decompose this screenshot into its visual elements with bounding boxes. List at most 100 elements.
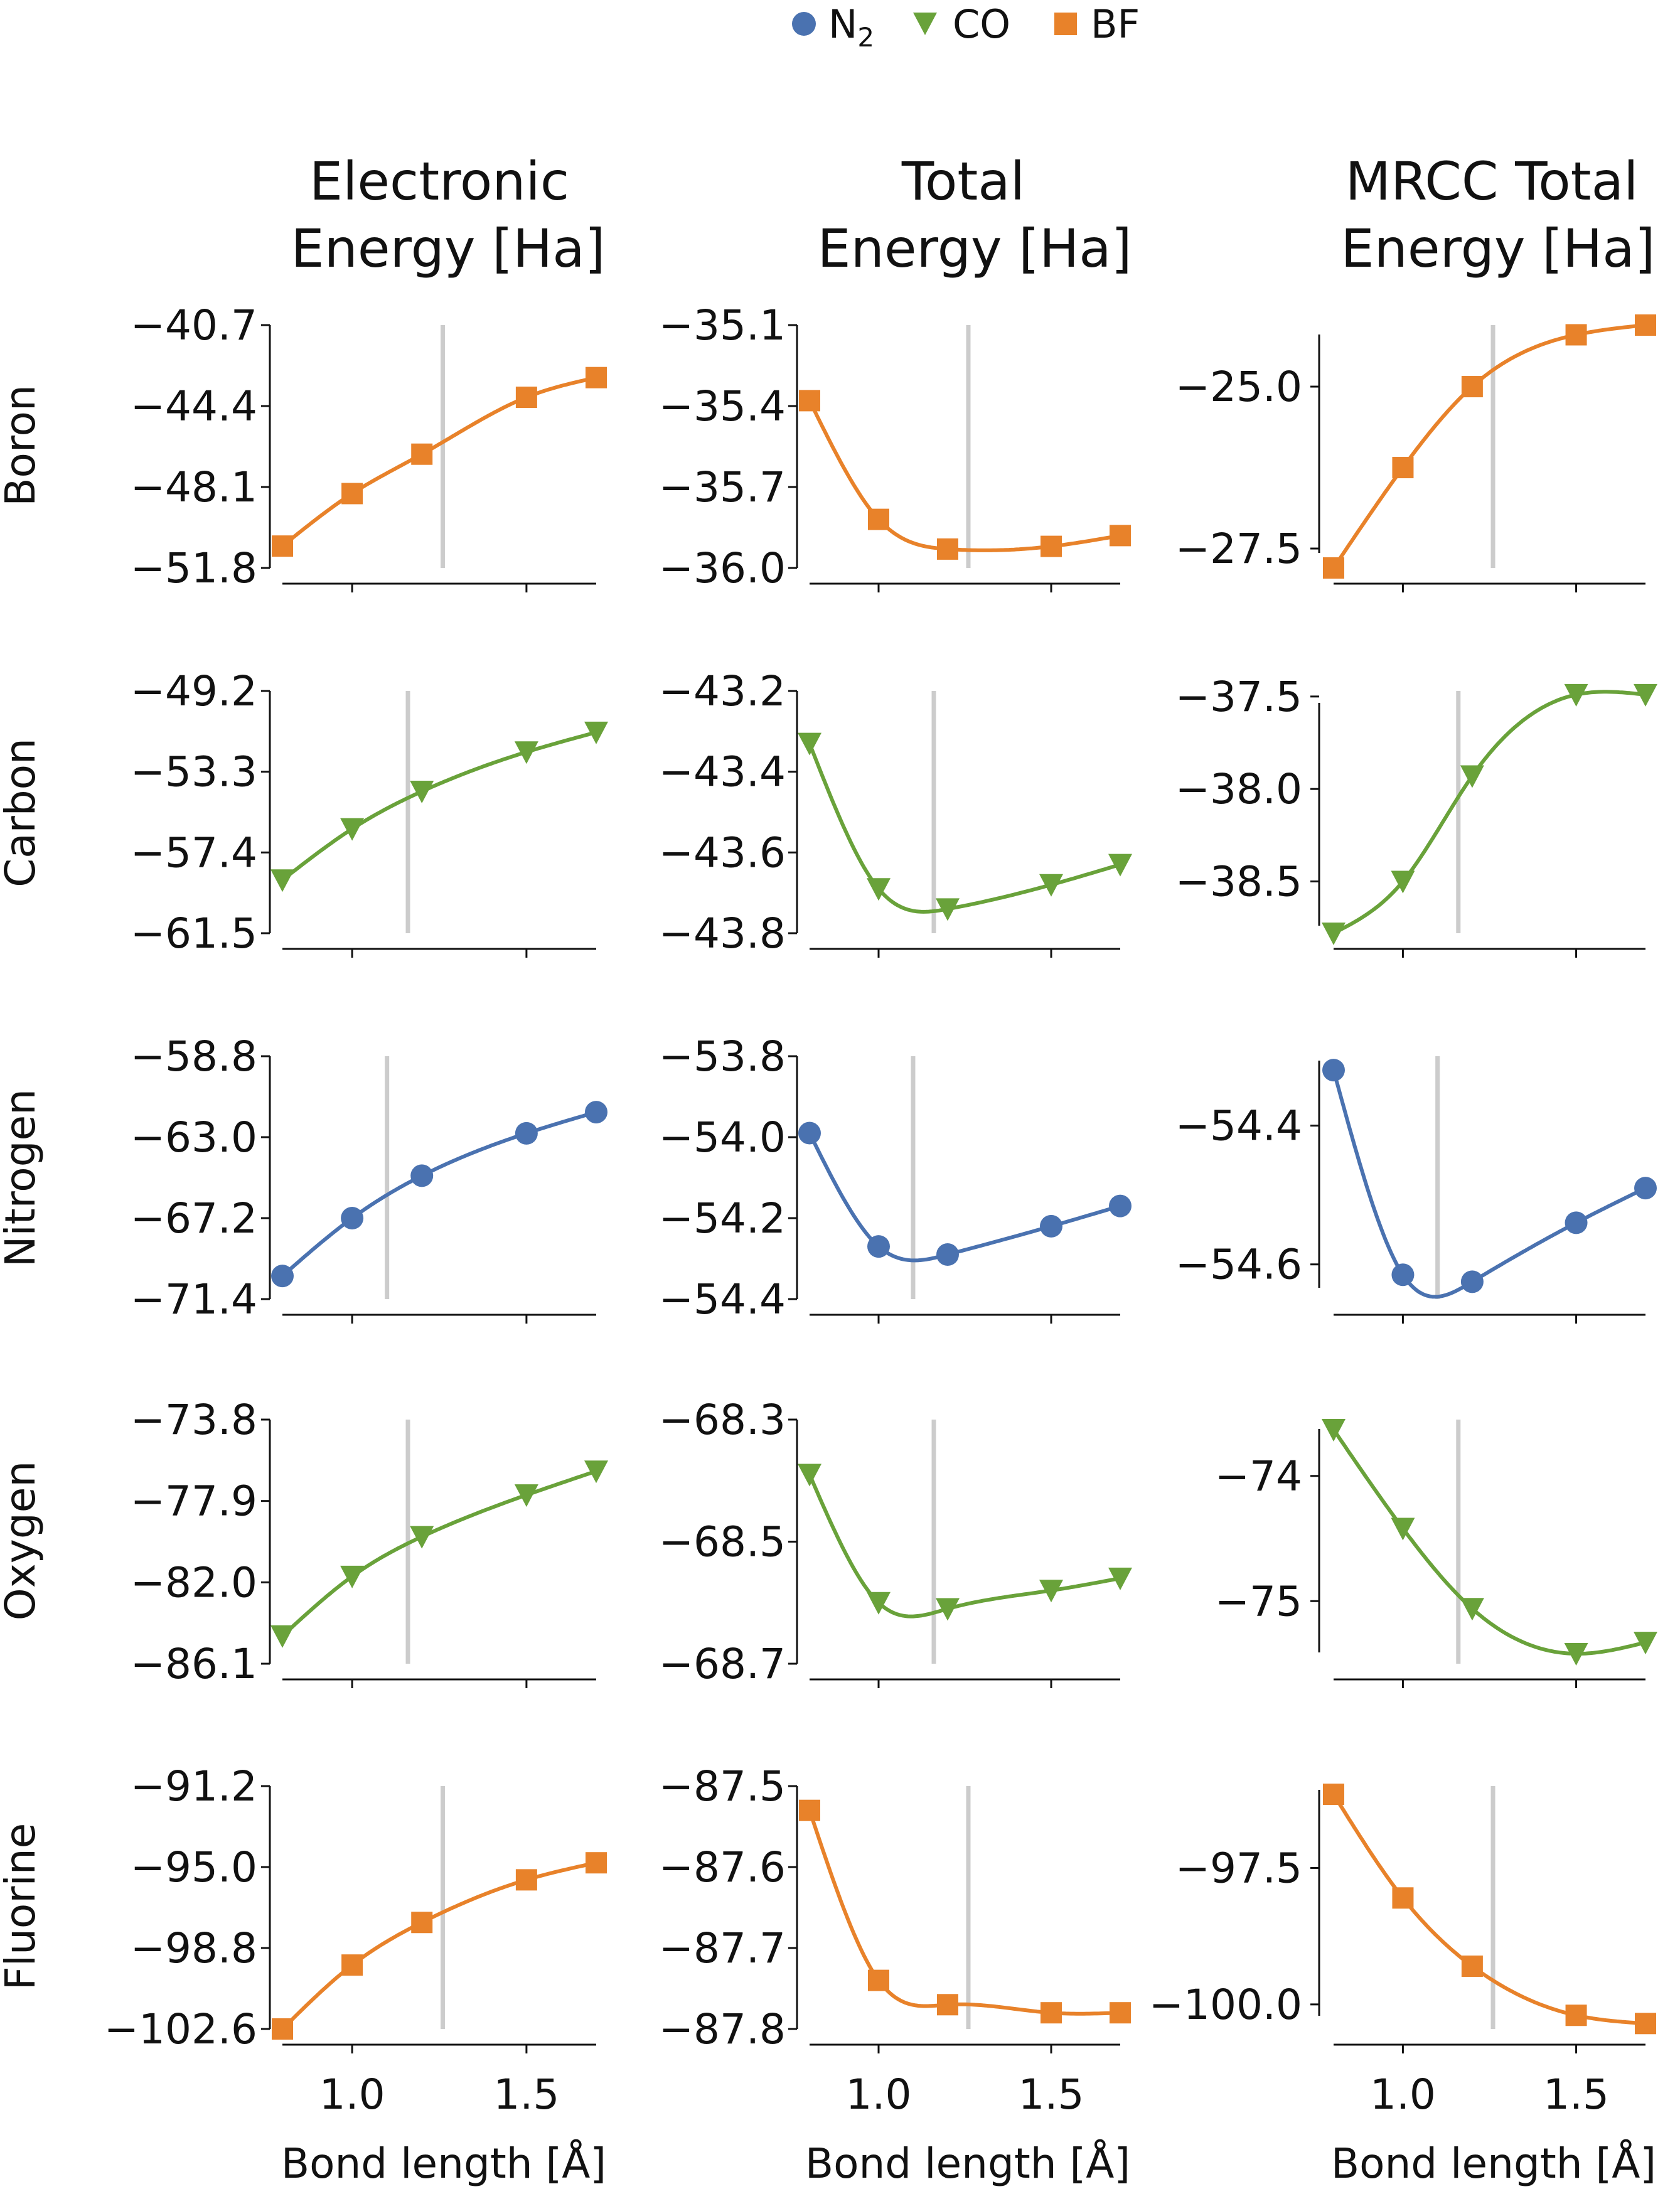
data-point-oxygen-total-1 [867, 1592, 891, 1615]
y-tick-label-carbon-electronic-2: −57.4 [131, 828, 257, 877]
y-tick-label-carbon-electronic-0: −49.2 [131, 667, 257, 715]
panel-fluorine-electronic: 1.0 1.5 −91.2 −95.0 −98.8 −102.6 [104, 1762, 607, 2119]
panel-nitrogen-electronic: −58.8 −63.0 −67.2 −71.4 [131, 1032, 607, 1324]
data-point-boron-total-2 [937, 538, 958, 560]
data-point-fluorine-total-1 [868, 1969, 889, 1991]
data-point-fluorine-electronic-1 [341, 1954, 363, 1976]
legend-marker-co [913, 13, 937, 35]
legend-label-co: CO [953, 1, 1010, 47]
y-tick-label-carbon-mrcc-1: −38.0 [1175, 765, 1302, 813]
data-point-nitrogen-total-2 [936, 1243, 959, 1266]
data-point-oxygen-total-3 [1039, 1580, 1063, 1603]
y-tick-label-oxygen-electronic-3: −86.1 [131, 1640, 257, 1688]
row-label-oxygen: Oxygen [0, 1461, 45, 1620]
y-tick-label-fluorine-electronic-3: −102.6 [104, 2005, 257, 2053]
y-tick-label-nitrogen-total-2: −54.2 [659, 1194, 786, 1243]
data-point-fluorine-electronic-0 [272, 2018, 293, 2040]
data-point-nitrogen-total-1 [867, 1235, 890, 1258]
column-title-electronic-line2: Energy [Ha] [291, 218, 606, 279]
data-point-nitrogen-total-0 [798, 1121, 821, 1145]
data-point-oxygen-electronic-1 [340, 1565, 365, 1588]
legend-entry-co: CO [913, 1, 1010, 47]
panel-boron-total: −35.1 −35.4 −35.7 −36.0 [659, 301, 1131, 592]
data-point-oxygen-mrcc-3 [1564, 1643, 1588, 1666]
y-tick-label-oxygen-mrcc-0: −74 [1215, 1452, 1302, 1501]
column-title-mrcc-line2: Energy [Ha] [1341, 218, 1656, 279]
row-label-nitrogen: Nitrogen [0, 1089, 45, 1267]
data-point-boron-electronic-3 [515, 387, 537, 409]
data-point-carbon-electronic-3 [514, 741, 538, 764]
legend: N2 CO BF [792, 1, 1140, 53]
data-point-nitrogen-electronic-2 [410, 1164, 434, 1187]
data-point-fluorine-total-0 [799, 1799, 820, 1821]
data-point-boron-mrcc-2 [1461, 376, 1483, 398]
y-tick-label-nitrogen-total-1: −54.0 [659, 1113, 786, 1162]
series-curve-fluorine-total [808, 1809, 1121, 2016]
data-point-carbon-electronic-2 [410, 781, 434, 804]
series-curve-carbon-total [808, 742, 1121, 914]
data-point-carbon-total-1 [867, 878, 891, 901]
y-tick-label-nitrogen-total-0: −53.8 [659, 1032, 786, 1081]
data-point-carbon-mrcc-2 [1460, 765, 1484, 788]
data-point-fluorine-electronic-4 [586, 1852, 607, 1874]
data-point-fluorine-mrcc-0 [1323, 1784, 1344, 1806]
column-title-total-line1: Total [901, 151, 1025, 212]
y-tick-label-nitrogen-electronic-2: −67.2 [131, 1194, 257, 1243]
row-label-fluorine: Fluorine [0, 1823, 45, 1990]
data-point-carbon-mrcc-0 [1322, 923, 1346, 945]
data-point-boron-total-4 [1110, 525, 1131, 547]
y-tick-label-carbon-mrcc-0: −37.5 [1175, 673, 1302, 721]
data-point-carbon-electronic-4 [584, 721, 608, 744]
data-point-oxygen-total-4 [1108, 1567, 1132, 1590]
data-point-nitrogen-electronic-0 [271, 1265, 294, 1288]
data-point-oxygen-total-2 [936, 1598, 960, 1621]
data-point-nitrogen-electronic-1 [341, 1207, 364, 1229]
legend-entry-bf: BF [1054, 1, 1140, 47]
data-point-boron-total-0 [799, 390, 820, 412]
data-point-carbon-total-0 [798, 732, 821, 756]
y-tick-label-fluorine-electronic-1: −95.0 [131, 1843, 257, 1892]
panel-nitrogen-mrcc: −54.4 −54.6 [1175, 1056, 1657, 1324]
y-tick-label-carbon-total-0: −43.2 [659, 667, 786, 715]
data-point-nitrogen-total-4 [1109, 1194, 1132, 1218]
y-tick-label-carbon-total-1: −43.4 [659, 748, 786, 796]
data-point-carbon-mrcc-3 [1564, 683, 1588, 707]
data-point-fluorine-mrcc-3 [1565, 2004, 1587, 2026]
y-tick-label-boron-electronic-1: −44.4 [131, 382, 257, 431]
y-tick-label-carbon-electronic-3: −61.5 [131, 909, 257, 958]
data-point-oxygen-electronic-3 [514, 1484, 538, 1507]
y-tick-label-carbon-mrcc-2: −38.5 [1175, 857, 1302, 906]
y-tick-label-oxygen-total-0: −68.3 [659, 1396, 786, 1444]
series-curve-nitrogen-electronic [281, 1110, 597, 1278]
y-tick-label-fluorine-electronic-0: −91.2 [131, 1762, 257, 1811]
row-labels: Boron Carbon Nitrogen Oxygen Fluorine [0, 385, 45, 1990]
y-tick-label-fluorine-total-2: −87.7 [659, 1924, 786, 1972]
data-point-boron-electronic-0 [272, 535, 293, 557]
data-point-carbon-total-3 [1039, 874, 1063, 897]
series-curve-carbon-mrcc [1332, 690, 1646, 935]
y-tick-label-oxygen-electronic-1: −77.9 [131, 1477, 257, 1526]
column-title-total-line2: Energy [Ha] [818, 218, 1132, 279]
data-point-boron-total-1 [868, 508, 889, 530]
panel-oxygen-mrcc: −74 −75 [1215, 1418, 1657, 1688]
data-point-carbon-total-2 [936, 898, 960, 921]
x-axis-label-col1: Bond length [Å] [281, 2139, 606, 2188]
data-point-boron-mrcc-0 [1323, 557, 1344, 579]
panel-carbon-total: −43.2 −43.4 −43.6 −43.8 [659, 667, 1132, 958]
data-point-nitrogen-total-3 [1040, 1214, 1062, 1238]
series-curve-fluorine-mrcc [1332, 1793, 1646, 2026]
x-axis-label-col3: Bond length [Å] [1331, 2139, 1656, 2188]
legend-label-n2: N2 [828, 1, 874, 53]
data-point-oxygen-electronic-4 [584, 1460, 608, 1484]
data-point-fluorine-mrcc-4 [1635, 2013, 1656, 2035]
y-tick-label-oxygen-total-2: −68.7 [659, 1640, 786, 1688]
column-title-mrcc-line1: MRCC Total [1346, 151, 1639, 212]
panel-boron-mrcc: −25.0 −27.5 [1175, 314, 1656, 592]
x-tick-label-fluorine-total-1: 1.5 [1019, 2070, 1084, 2119]
y-tick-label-fluorine-mrcc-1: −100.0 [1149, 1981, 1302, 2029]
data-point-boron-total-3 [1041, 535, 1062, 557]
y-tick-label-fluorine-total-3: −87.8 [659, 2005, 786, 2053]
y-tick-label-boron-total-3: −36.0 [659, 544, 786, 592]
panel-fluorine-total: 1.0 1.5 −87.5 −87.6 −87.7 −87.8 [659, 1762, 1131, 2119]
